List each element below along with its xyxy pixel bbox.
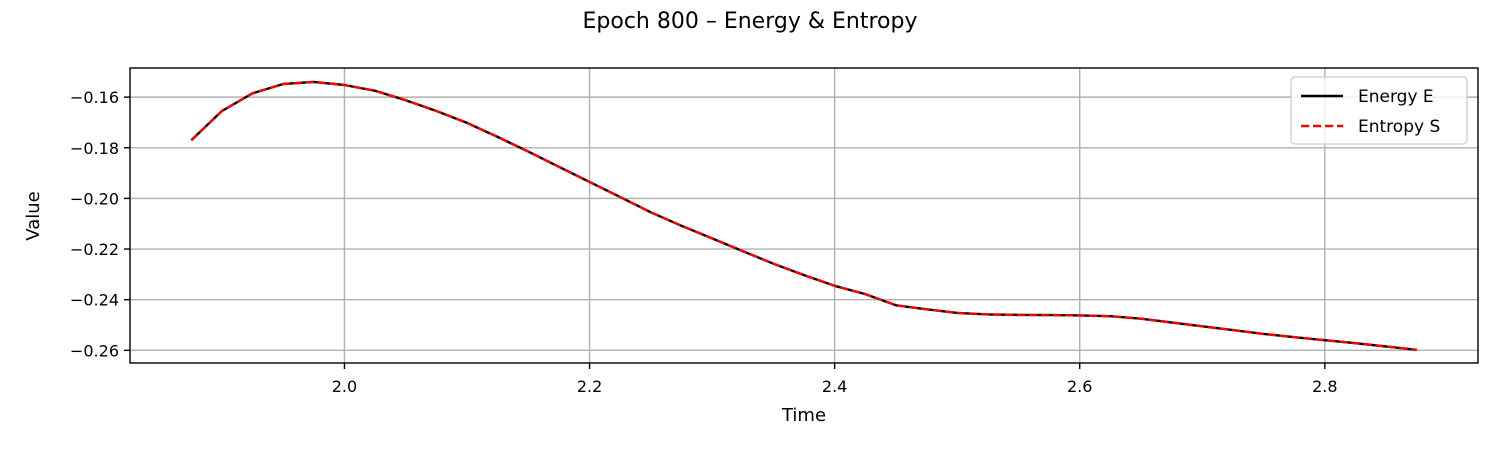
legend: Energy E Entropy S [1290,76,1468,145]
grid-layer [130,68,1478,363]
y-tick-label: −0.22 [70,240,119,259]
legend-box [1290,76,1468,145]
x-tick-label: 2.8 [1312,377,1337,396]
y-axis-label: Value [23,191,44,240]
y-tick-label: −0.24 [70,291,119,310]
ticks-layer: 2.0 2.2 2.4 2.6 2.8 −0.16 −0.18 −0.20 −0.22 −0.24… [70,88,1338,396]
y-tick-label: −0.20 [70,189,119,208]
legend-label-energy: Energy E [1358,87,1434,107]
x-tick-label: 2.6 [1067,377,1092,396]
chart-title: Epoch 800 – Energy & Entropy [583,9,918,34]
series-line-entropy-s [190,80,1417,351]
y-tick-label: −0.16 [70,88,119,107]
x-tick-label: 2.0 [332,377,357,396]
plot-frame [129,67,1479,364]
y-tick-label: −0.18 [70,139,119,158]
legend-label-entropy: Entropy S [1358,117,1440,137]
x-axis-label: Time [781,405,826,426]
x-tick-label: 2.2 [577,377,602,396]
y-tick-label: −0.26 [70,341,119,360]
x-tick-label: 2.4 [822,377,847,396]
series-layer [190,80,1417,351]
